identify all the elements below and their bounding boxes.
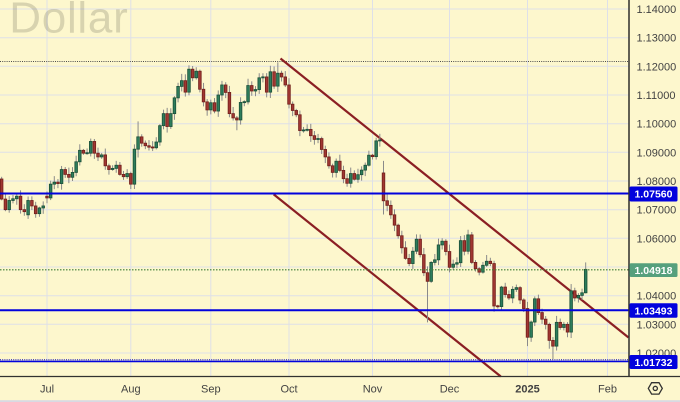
svg-text:Aug: Aug bbox=[121, 383, 141, 395]
svg-text:1.03493: 1.03493 bbox=[635, 305, 673, 317]
svg-text:1.07000: 1.07000 bbox=[637, 205, 677, 217]
svg-text:1.12000: 1.12000 bbox=[637, 61, 677, 73]
svg-text:1.14000: 1.14000 bbox=[637, 4, 677, 16]
svg-text:Dollar: Dollar bbox=[9, 0, 128, 43]
svg-text:1.09000: 1.09000 bbox=[637, 147, 677, 159]
svg-text:1.11000: 1.11000 bbox=[637, 90, 676, 102]
svg-text:1.03000: 1.03000 bbox=[637, 319, 677, 331]
svg-text:2025: 2025 bbox=[515, 383, 539, 395]
svg-text:1.04918: 1.04918 bbox=[635, 265, 673, 277]
svg-text:Jul: Jul bbox=[40, 383, 54, 395]
svg-text:1.06000: 1.06000 bbox=[637, 233, 677, 245]
svg-text:Oct: Oct bbox=[280, 383, 297, 395]
svg-text:1.10000: 1.10000 bbox=[637, 119, 677, 131]
svg-text:1.13000: 1.13000 bbox=[637, 33, 677, 45]
svg-text:1.01732: 1.01732 bbox=[635, 357, 673, 369]
svg-text:1.08000: 1.08000 bbox=[637, 176, 677, 188]
svg-text:Sep: Sep bbox=[201, 383, 221, 395]
svg-text:Feb: Feb bbox=[598, 383, 617, 395]
svg-text:Nov: Nov bbox=[363, 383, 383, 395]
svg-text:Dec: Dec bbox=[440, 383, 460, 395]
svg-text:1.04000: 1.04000 bbox=[637, 291, 677, 303]
svg-text:1.07560: 1.07560 bbox=[635, 189, 673, 201]
